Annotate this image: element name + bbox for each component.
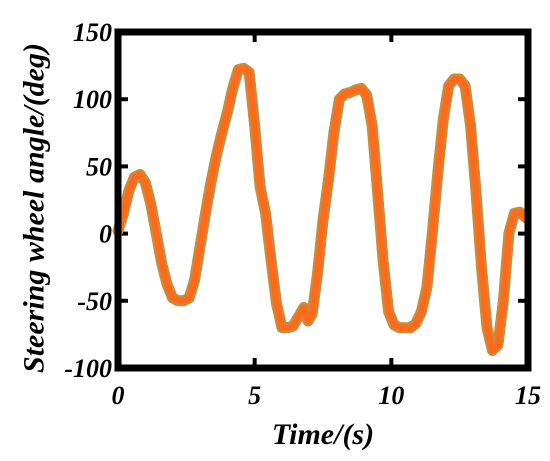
x-tick-label: 5	[248, 381, 261, 410]
x-tick-label: 15	[515, 381, 541, 410]
x-axis-tick-labels: 0 5 10 15	[112, 381, 542, 410]
y-tick-label: -100	[64, 354, 112, 383]
plot-frame	[114, 28, 532, 372]
y-tick-label: 0	[99, 220, 112, 249]
y-tick-label: -50	[77, 287, 112, 316]
y-axis-tick-labels: -100 -50 0 50 100 150	[64, 18, 112, 383]
y-tick-label: 50	[86, 152, 112, 181]
series-line	[115, 65, 529, 354]
y-tick-label: 100	[73, 85, 112, 114]
y-axis-title: Steering wheel angle/(deg)	[18, 43, 51, 373]
y-tick-label: 150	[73, 18, 112, 47]
x-axis-title: Time/(s)	[272, 418, 374, 451]
x-tick-label: 0	[112, 381, 125, 410]
series-layer	[112, 62, 531, 356]
x-tick-label: 10	[378, 381, 404, 410]
